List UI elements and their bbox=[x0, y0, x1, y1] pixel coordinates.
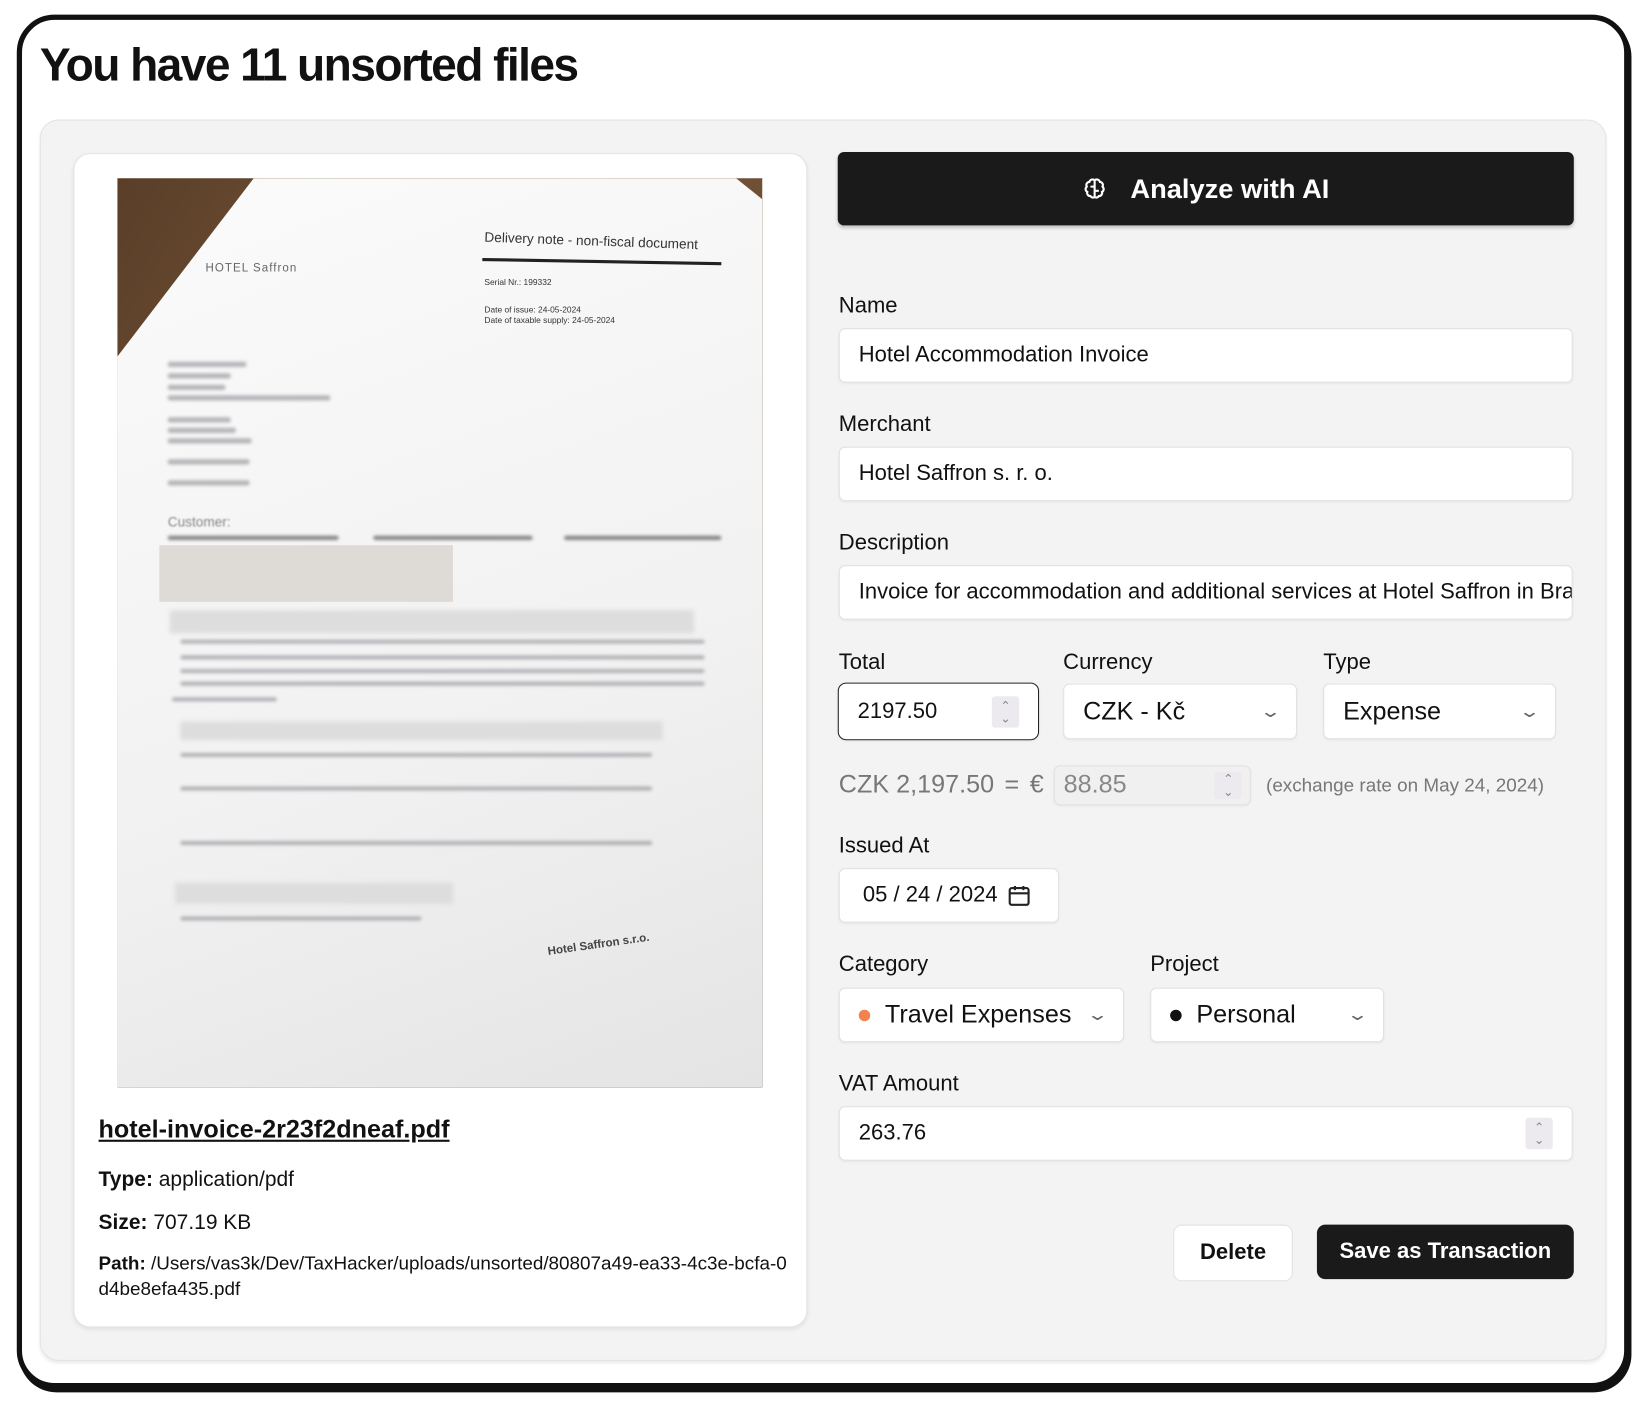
project-color-dot bbox=[1170, 1009, 1182, 1021]
type-label: Type bbox=[1323, 650, 1371, 675]
currency-label: Currency bbox=[1063, 650, 1153, 675]
merchant-input[interactable]: Hotel Saffron s. r. o. bbox=[838, 446, 1573, 502]
category-select[interactable]: Travel Expenses ⌄ bbox=[838, 987, 1124, 1043]
issued-at-value: 05 / 24 / 2024 bbox=[862, 882, 998, 907]
preview-rule bbox=[482, 257, 722, 266]
preview-customer: Customer: bbox=[167, 513, 231, 530]
vat-label: VAT Amount bbox=[838, 1071, 959, 1096]
vat-value: 263.76 bbox=[858, 1120, 927, 1145]
conversion-from: CZK 2,197.50 bbox=[838, 770, 995, 799]
file-path-value: /Users/vas3k/Dev/TaxHacker/uploads/unsor… bbox=[98, 1252, 787, 1300]
description-value: Invoice for accommodation and additional… bbox=[858, 579, 1573, 604]
converted-stepper[interactable]: ⌃ ⌄ bbox=[1214, 771, 1242, 799]
delete-button[interactable]: Delete bbox=[1173, 1224, 1293, 1282]
currency-conversion: CZK 2,197.50 = € 88.85 ⌃ ⌄ (exchange rate … bbox=[838, 765, 1545, 806]
file-path: Path: /Users/vas3k/Dev/TaxHacker/uploads… bbox=[99, 1251, 791, 1301]
vat-input[interactable]: 263.76 ⌃ ⌄ bbox=[838, 1106, 1573, 1161]
merchant-value: Hotel Saffron s. r. o. bbox=[858, 461, 1053, 486]
total-stepper[interactable]: ⌃ ⌄ bbox=[991, 695, 1020, 728]
issued-at-label: Issued At bbox=[838, 833, 930, 858]
total-input[interactable]: 2197.50 ⌃ ⌄ bbox=[837, 682, 1040, 741]
hotel-logo: HOTEL Saffron bbox=[205, 262, 298, 275]
name-input[interactable]: Hotel Accommodation Invoice bbox=[838, 328, 1573, 383]
issued-at-input[interactable]: 05 / 24 / 2024 bbox=[838, 868, 1059, 923]
brain-icon bbox=[1084, 178, 1105, 199]
type-select[interactable]: Expense ⌄ bbox=[1323, 683, 1556, 740]
project-value: Personal bbox=[1196, 1000, 1296, 1029]
redacted-area bbox=[159, 545, 453, 602]
vat-stepper[interactable]: ⌃ ⌄ bbox=[1525, 1117, 1553, 1150]
exchange-rate-note: (exchange rate on May 24, 2024) bbox=[1266, 774, 1545, 796]
analyze-with-ai-button[interactable]: Analyze with AI bbox=[837, 152, 1574, 226]
calendar-icon[interactable] bbox=[1008, 884, 1031, 907]
euro-symbol: € bbox=[1029, 770, 1044, 799]
description-input[interactable]: Invoice for accommodation and additional… bbox=[838, 565, 1573, 620]
preview-date-supply: Date of taxable supply: 24-05-2024 bbox=[484, 315, 615, 326]
chevron-down-icon: ⌄ bbox=[1517, 703, 1541, 721]
converted-value: 88.85 bbox=[1063, 770, 1127, 799]
total-label: Total bbox=[838, 650, 886, 675]
project-label: Project bbox=[1150, 952, 1219, 977]
total-value: 2197.50 bbox=[857, 698, 938, 723]
conversion-equals: = bbox=[1004, 770, 1020, 799]
document-paper: HOTEL Saffron Delivery note - non-fiscal… bbox=[117, 178, 763, 1088]
file-type-value: application/pdf bbox=[158, 1168, 295, 1192]
category-label: Category bbox=[838, 952, 929, 977]
file-size-value: 707.19 KB bbox=[153, 1211, 252, 1235]
file-name-link[interactable]: hotel-invoice-2r23f2dneaf.pdf bbox=[98, 1115, 450, 1144]
file-type-label: Type: bbox=[98, 1168, 153, 1192]
project-select[interactable]: Personal ⌄ bbox=[1150, 987, 1385, 1043]
name-label: Name bbox=[838, 293, 898, 318]
description-label: Description bbox=[838, 530, 949, 555]
document-preview-image[interactable]: HOTEL Saffron Delivery note - non-fiscal… bbox=[117, 178, 763, 1088]
preview-date-issue: Date of issue: 24-05-2024 bbox=[484, 305, 581, 315]
currency-select[interactable]: CZK - Kč ⌄ bbox=[1063, 683, 1297, 740]
preview-heading: Delivery note - non-fiscal document bbox=[484, 229, 699, 253]
file-size-label: Size: bbox=[98, 1211, 148, 1235]
chevron-down-icon: ⌄ bbox=[1085, 1006, 1109, 1025]
file-type: Type: application/pdf bbox=[99, 1168, 294, 1192]
name-value: Hotel Accommodation Invoice bbox=[858, 342, 1149, 367]
category-value: Travel Expenses bbox=[884, 1000, 1072, 1029]
analyze-label: Analyze with AI bbox=[1130, 172, 1330, 204]
save-as-transaction-button[interactable]: Save as Transaction bbox=[1316, 1224, 1574, 1280]
page-title: You have 11 unsorted files bbox=[39, 39, 579, 92]
preview-stamp: Hotel Saffron s.r.o. bbox=[546, 931, 651, 959]
preview-serial: Serial Nr.: 199332 bbox=[484, 277, 552, 288]
category-color-dot bbox=[858, 1009, 871, 1021]
merchant-label: Merchant bbox=[838, 412, 931, 437]
file-size: Size: 707.19 KB bbox=[99, 1211, 252, 1235]
chevron-down-icon: ⌄ bbox=[1258, 703, 1282, 721]
converted-amount-input[interactable]: 88.85 ⌃ ⌄ bbox=[1054, 765, 1252, 806]
chevron-down-icon: ⌄ bbox=[1345, 1006, 1369, 1025]
type-value: Expense bbox=[1343, 696, 1442, 726]
file-path-label: Path: bbox=[98, 1252, 146, 1274]
currency-value: CZK - Kč bbox=[1083, 696, 1186, 726]
